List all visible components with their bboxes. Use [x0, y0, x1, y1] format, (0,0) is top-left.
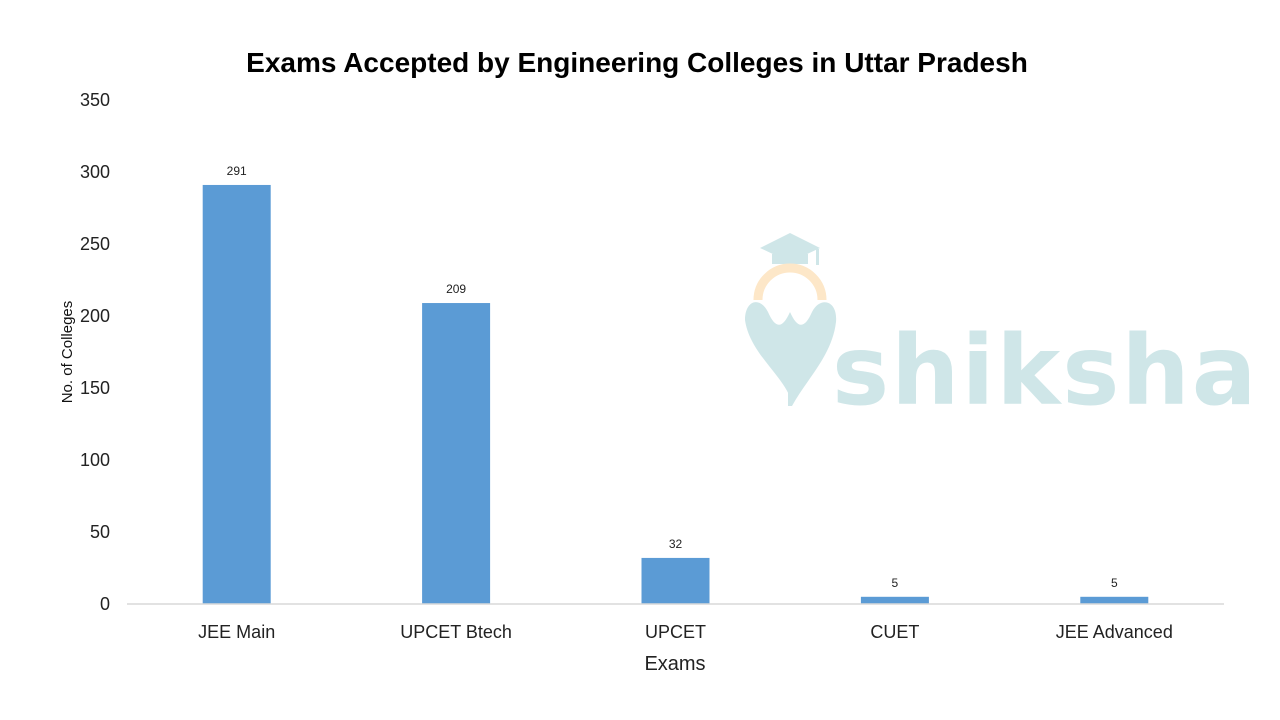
y-tick-label: 300	[80, 162, 110, 182]
data-label: 5	[1111, 576, 1118, 590]
data-label: 291	[227, 164, 247, 178]
y-axis-title: No. of Colleges	[59, 301, 76, 404]
graduation-cap-pen-nib-icon	[745, 233, 837, 406]
y-tick-label: 250	[80, 234, 110, 254]
shiksha-watermark: shiksha	[745, 233, 1259, 427]
y-axis-ticks: 0 50 100 150 200 250 300 350	[80, 90, 110, 614]
watermark-text: shiksha	[832, 315, 1259, 427]
bars	[202, 184, 1149, 604]
y-tick-label: 50	[90, 522, 110, 542]
data-label: 32	[669, 537, 683, 551]
bar	[202, 184, 271, 604]
y-tick-label: 0	[100, 594, 110, 614]
y-tick-label: 150	[80, 378, 110, 398]
x-category-label: CUET	[870, 622, 919, 642]
x-category-label: UPCET Btech	[400, 622, 512, 642]
x-axis-categories: JEE Main UPCET Btech UPCET CUET JEE Advanced	[198, 622, 1173, 642]
y-tick-label: 200	[80, 306, 110, 326]
data-labels: 291 209 32 5 5	[227, 164, 1118, 590]
x-category-label: UPCET	[645, 622, 706, 642]
x-axis-title: Exams	[644, 653, 705, 675]
bar	[641, 557, 710, 604]
bar	[422, 303, 491, 604]
bar	[860, 596, 929, 604]
y-tick-label: 100	[80, 450, 110, 470]
data-label: 209	[446, 282, 466, 296]
y-tick-label: 350	[80, 90, 110, 110]
data-label: 5	[892, 576, 899, 590]
x-category-label: JEE Main	[198, 622, 275, 642]
chart-title: Exams Accepted by Engineering Colleges i…	[246, 47, 1028, 78]
x-category-label: JEE Advanced	[1056, 622, 1173, 642]
bar	[1080, 596, 1149, 604]
